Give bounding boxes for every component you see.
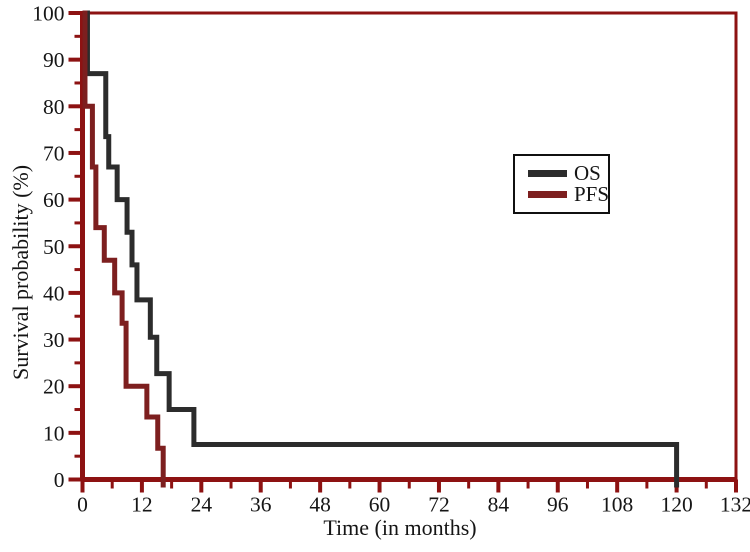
x-tick-label: 72 [428,493,450,517]
x-tick-label: 48 [309,493,331,517]
y-tick-label: 90 [43,48,65,72]
legend-label-os: OS [574,161,601,185]
x-tick-label: 60 [369,493,391,517]
os-curve [82,10,680,488]
y-tick-label: 60 [43,188,65,212]
y-tick-label: 80 [43,95,65,119]
legend-item-pfs: PFS [528,184,609,205]
y-tick-label: 70 [43,141,65,165]
y-tick-label: 10 [43,421,65,445]
y-tick-label: 0 [54,468,65,492]
pfs-line-swatch [528,191,567,198]
x-tick-label: 108 [601,493,633,517]
y-tick-label: 50 [43,235,65,259]
y-tick-label: 20 [43,375,65,399]
y-tick-label: 30 [43,328,65,352]
x-tick-label: 24 [191,493,213,517]
x-tick-label: 96 [547,493,569,517]
legend: OS PFS [513,154,610,214]
x-tick-label: 36 [250,493,272,517]
x-tick-label: 120 [660,493,692,517]
y-tick-label: 100 [32,2,64,26]
x-tick-label: 84 [488,493,510,517]
y-axis-title: Survival probability (%) [8,164,33,381]
y-tick-label: 40 [43,281,65,305]
x-tick-label: 0 [77,493,88,517]
pfs-curve [82,10,166,488]
x-tick-label: 132 [720,493,750,517]
x-tick-label: 12 [131,493,153,517]
legend-label-pfs: PFS [574,182,610,206]
legend-item-os: OS [528,163,604,184]
x-axis-title: Time (in months) [323,515,477,540]
os-line-swatch [528,170,567,177]
